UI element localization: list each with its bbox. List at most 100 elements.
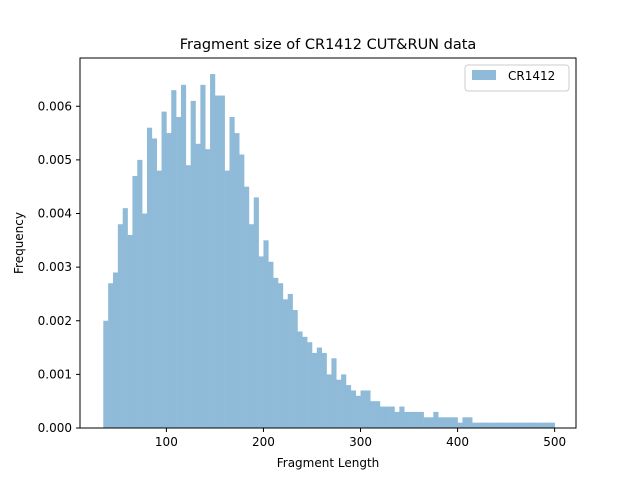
- histogram-bar: [127, 234, 133, 428]
- histogram-bar: [142, 213, 148, 428]
- histogram-bar: [278, 283, 284, 428]
- histogram-bar: [379, 406, 386, 428]
- histogram-bar: [103, 320, 109, 428]
- histogram-bar: [520, 422, 526, 428]
- histogram-bar: [200, 84, 206, 429]
- histogram-bar: [224, 170, 230, 428]
- histogram-bar: [219, 95, 225, 429]
- histogram-bar: [467, 417, 473, 428]
- histogram-bar: [540, 422, 546, 428]
- histogram-bar: [151, 138, 157, 428]
- histogram-bar: [214, 95, 221, 429]
- histogram-bar: [316, 347, 322, 428]
- legend-swatch: [472, 70, 496, 80]
- histogram-bar: [404, 411, 410, 428]
- y-tick-label: 0.006: [38, 99, 72, 113]
- histogram-bar: [108, 283, 114, 428]
- histogram-bar: [117, 224, 124, 428]
- histogram-bar: [510, 422, 517, 428]
- histogram-bar: [282, 299, 289, 428]
- histogram-bar: [530, 422, 536, 428]
- histogram-bar: [399, 406, 405, 428]
- histogram-bar: [234, 133, 240, 429]
- histogram-bar: [205, 149, 211, 428]
- histogram-bar: [253, 197, 259, 428]
- y-tick-label: 0.000: [38, 421, 72, 435]
- histogram-bar: [418, 411, 424, 428]
- histogram-bar: [409, 411, 415, 428]
- histogram-bar: [515, 422, 521, 428]
- histogram-bar: [210, 74, 216, 428]
- histogram-bar: [501, 422, 507, 428]
- histogram-bar: [239, 154, 245, 429]
- x-tick-label: 400: [446, 435, 469, 449]
- x-tick-label: 100: [155, 435, 178, 449]
- histogram-bar: [244, 186, 250, 428]
- histogram-bar: [496, 422, 502, 428]
- histogram-bar: [341, 374, 347, 428]
- histogram-bar: [457, 422, 463, 428]
- histogram-bar: [462, 417, 468, 428]
- histogram-bar: [476, 422, 483, 428]
- histogram-bar: [365, 390, 371, 428]
- histogram-bar: [394, 411, 400, 428]
- histogram-bar: [452, 417, 458, 428]
- histogram-bar: [307, 342, 313, 428]
- histogram-bar: [321, 352, 327, 428]
- histogram-bar: [287, 293, 293, 428]
- histogram-bar: [258, 256, 264, 428]
- histogram-bar: [345, 385, 352, 428]
- histogram-bar: [389, 406, 395, 428]
- histogram-bar: [302, 336, 308, 428]
- histogram-bar: [481, 422, 488, 428]
- histogram-bar: [355, 395, 361, 428]
- histogram-bar: [229, 116, 235, 428]
- histogram-bar: [438, 417, 444, 428]
- histogram-bar: [428, 417, 434, 428]
- histogram-bar: [336, 379, 342, 428]
- y-tick-label: 0.003: [38, 260, 72, 274]
- histogram-bar: [375, 401, 381, 428]
- x-axis-label: Fragment Length: [277, 456, 380, 470]
- histogram-bar: [311, 352, 318, 428]
- histogram-bar: [263, 240, 269, 428]
- histogram-bar: [525, 422, 531, 428]
- histogram-bar: [185, 165, 191, 428]
- histogram-bar: [166, 133, 172, 429]
- y-axis-ticks: 0.000 0.001 0.002 0.003 0.004 0.005 0.006: [38, 99, 80, 435]
- histogram-bar: [137, 159, 143, 428]
- histogram-bar: [491, 422, 497, 428]
- x-tick-label: 500: [543, 435, 566, 449]
- histogram-bar: [544, 422, 551, 428]
- legend: CR1412: [464, 64, 570, 92]
- histogram-bar: [292, 310, 298, 428]
- histogram-bar: [486, 422, 492, 428]
- histogram-bar: [161, 111, 167, 428]
- histogram-bars: [103, 74, 555, 429]
- y-tick-label: 0.002: [38, 314, 72, 328]
- x-tick-label: 300: [349, 435, 372, 449]
- histogram-bar: [506, 422, 512, 428]
- histogram-bar: [146, 127, 153, 428]
- histogram-bar: [535, 422, 541, 428]
- histogram-bar: [413, 411, 420, 428]
- y-tick-label: 0.001: [38, 367, 72, 381]
- histogram-bar: [171, 90, 177, 428]
- histogram-bar: [384, 406, 390, 428]
- legend-label: CR1412: [508, 69, 555, 83]
- histogram-bar: [113, 272, 119, 428]
- histogram-bar: [297, 331, 303, 428]
- histogram-bar: [195, 143, 201, 428]
- histogram-bar: [273, 277, 279, 428]
- y-tick-label: 0.004: [38, 207, 72, 221]
- y-tick-label: 0.005: [38, 153, 72, 167]
- histogram-bar: [549, 422, 555, 428]
- histogram-bar: [248, 224, 255, 428]
- histogram-bar: [423, 417, 429, 428]
- histogram-bar: [326, 374, 332, 428]
- histogram-bar: [443, 417, 449, 428]
- x-tick-label: 200: [252, 435, 275, 449]
- histogram-bar: [360, 390, 366, 428]
- histogram-bar: [370, 401, 376, 428]
